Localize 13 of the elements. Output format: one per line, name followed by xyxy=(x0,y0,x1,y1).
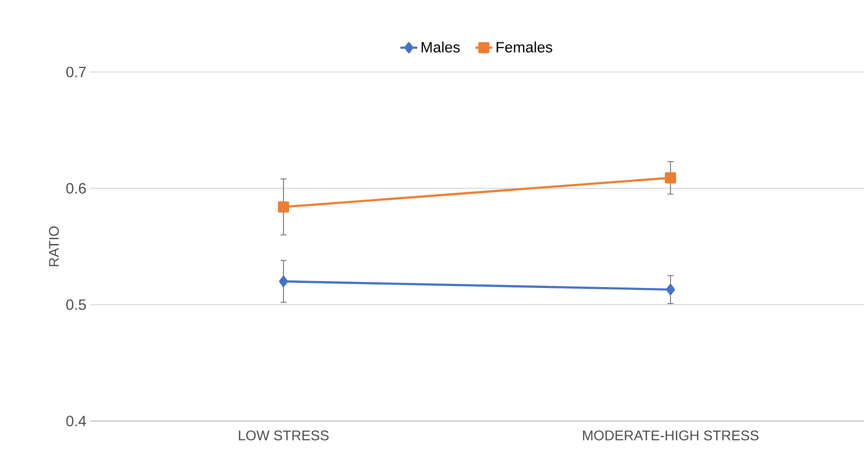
point xyxy=(278,201,290,213)
y-tick-label: 0.4 xyxy=(66,416,86,426)
legend-label: Males xyxy=(422,42,460,52)
y-tick-label: 0.6 xyxy=(66,183,86,194)
y-tick-label: 0.5 xyxy=(66,299,86,310)
y-axis-title: RATIO xyxy=(48,226,59,266)
point xyxy=(664,172,676,184)
point xyxy=(279,276,288,287)
x-tick-label: MODERATE-HIGH STRESS xyxy=(583,430,758,440)
x-tick-label: LOW STRESS xyxy=(238,430,329,440)
point xyxy=(666,284,675,296)
legend-label: Females xyxy=(496,42,552,52)
y-tick-label: 0.7 xyxy=(66,66,86,78)
